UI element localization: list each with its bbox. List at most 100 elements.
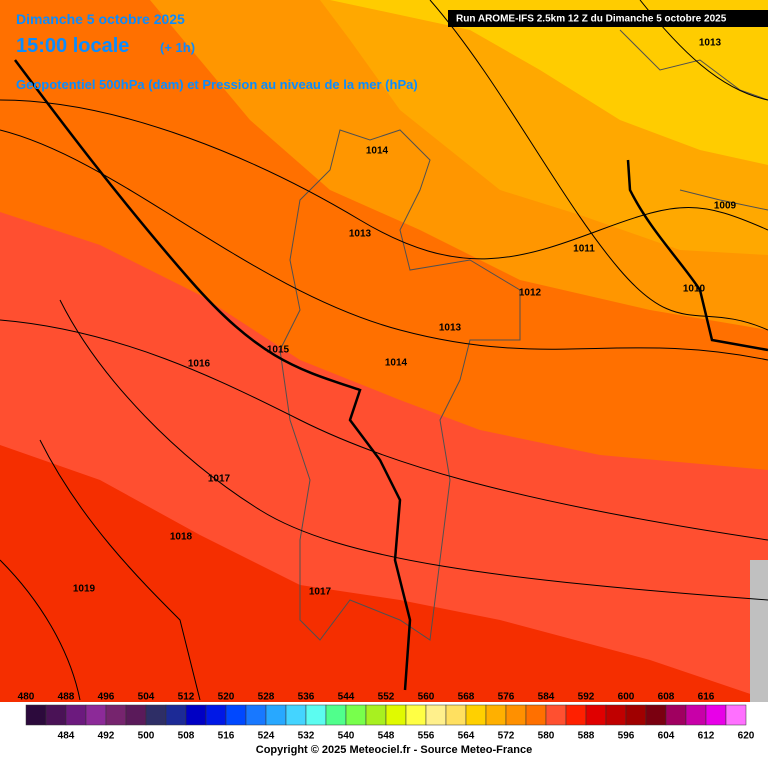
colorbar-label: 524	[258, 731, 275, 742]
subtitle: Geopotentiel 500hPa (dam) et Pression au…	[16, 77, 418, 92]
run-title: Run AROME-IFS 2.5km 12 Z du Dimanche 5 o…	[456, 14, 727, 25]
colorbar-label: 580	[538, 731, 555, 742]
colorbar-swatch	[505, 704, 527, 726]
colorbar-swatch	[665, 704, 687, 726]
colorbar-label: 564	[458, 731, 475, 742]
colorbar-label: 536	[298, 692, 315, 703]
colorbar-swatch	[285, 704, 307, 726]
isobar-label: 1018	[170, 532, 193, 543]
colorbar-label: 600	[618, 692, 635, 703]
colorbar-swatch	[325, 704, 347, 726]
colorbar-label: 492	[98, 731, 115, 742]
colorbar-swatch	[85, 704, 107, 726]
colorbar-swatch	[705, 704, 727, 726]
colorbar-label: 552	[378, 692, 395, 703]
colorbar-swatch	[245, 704, 267, 726]
colorbar-swatch	[545, 704, 567, 726]
colorbar-label: 528	[258, 692, 275, 703]
band-yellow	[330, 0, 768, 165]
colorbar-swatch	[565, 704, 587, 726]
colorbar-label: 604	[658, 731, 675, 742]
coastlines	[279, 29, 768, 641]
colorbar-label: 496	[98, 692, 115, 703]
colorbar-swatch	[645, 704, 667, 726]
colorbar-label: 568	[458, 692, 475, 703]
isobar-label: 1014	[366, 146, 389, 157]
isobar-label: 1014	[385, 358, 408, 369]
run-banner	[448, 10, 768, 27]
colorbar-label: 520	[218, 692, 235, 703]
time-offset: (+ 1h)	[160, 40, 195, 55]
colorbar-swatch	[65, 704, 87, 726]
colorbar-swatch	[685, 704, 707, 726]
isobar-labels: 1013 1014 1009 1013 1011 1010 1012 1013 1015 1014…	[73, 38, 737, 598]
colorbar-swatch	[625, 704, 647, 726]
colorbar-swatch	[105, 704, 127, 726]
isobar-label: 1013	[349, 229, 372, 240]
colorbar-label: 480	[18, 692, 35, 703]
colorbar-swatch	[205, 704, 227, 726]
isobar-label: 1019	[73, 584, 96, 595]
colorbar-swatch	[185, 704, 207, 726]
colorbar-swatch	[525, 704, 547, 726]
colorbar-swatch	[265, 704, 287, 726]
isobars	[0, 0, 768, 701]
colorbar-swatch	[405, 704, 427, 726]
colorbar-label: 588	[578, 731, 595, 742]
colorbar-swatch	[485, 704, 507, 726]
colorbar-swatch	[165, 704, 187, 726]
isobar-label: 1017	[208, 474, 231, 485]
colorbar-swatch	[605, 704, 627, 726]
isobar-label: 1011	[573, 244, 595, 255]
colorbar-label: 608	[658, 692, 675, 703]
colorbar-label: 544	[338, 692, 355, 703]
colorbar-label: 572	[498, 731, 515, 742]
isobar-label: 1016	[188, 359, 211, 370]
colorbar-label: 484	[58, 731, 75, 742]
isobar-label: 1015	[267, 345, 290, 356]
time: 15:00 locale	[16, 35, 129, 57]
colorbar-swatch	[425, 704, 447, 726]
colorbar-label: 500	[138, 731, 155, 742]
copyright: Copyright © 2025 Meteociel.fr - Source M…	[256, 744, 532, 756]
colorbar-label: 488	[58, 692, 75, 703]
colorbar-label: 504	[138, 692, 155, 703]
colorbar-swatch	[725, 704, 747, 726]
colorbar-swatch	[445, 704, 467, 726]
isobar-label: 1010	[683, 284, 706, 295]
isobar-label: 1009	[714, 201, 737, 212]
no-data-strip	[750, 560, 768, 702]
colorbar-label: 584	[538, 692, 555, 703]
colorbar-label: 620	[738, 731, 755, 742]
isobar-label: 1013	[699, 38, 722, 49]
isobar-label: 1012	[519, 288, 542, 299]
colorbar-label: 616	[698, 692, 715, 703]
colorbar-label: 548	[378, 731, 395, 742]
colorbar-label: 596	[618, 731, 635, 742]
colorbar-swatch	[145, 704, 167, 726]
colorbar-label: 512	[178, 692, 195, 703]
colorbar-label: 532	[298, 731, 315, 742]
thick-isobars	[14, 59, 768, 691]
colorbar-swatch	[225, 704, 247, 726]
colorbar-label: 576	[498, 692, 515, 703]
colorbar-label: 516	[218, 731, 235, 742]
colorbar-swatch	[365, 704, 387, 726]
colorbar-label: 540	[338, 731, 355, 742]
colorbar-label: 612	[698, 731, 715, 742]
colorbar: 480 484 488 492 496 500 504 508 512 516 520 524 528 5…	[18, 692, 755, 742]
colorbar-label: 508	[178, 731, 195, 742]
isobar-label: 1013	[439, 323, 462, 334]
colorbar-swatch	[45, 704, 67, 726]
isobar-label: 1017	[309, 587, 332, 598]
colorbar-swatch	[465, 704, 487, 726]
colorbar-swatch	[125, 704, 147, 726]
colorbar-label: 592	[578, 692, 595, 703]
colorbar-label: 560	[418, 692, 435, 703]
colorbar-swatch	[345, 704, 367, 726]
colorbar-label: 556	[418, 731, 435, 742]
colorbar-swatch	[305, 704, 327, 726]
colorbar-swatch	[385, 704, 407, 726]
colorbar-swatch	[25, 704, 47, 726]
